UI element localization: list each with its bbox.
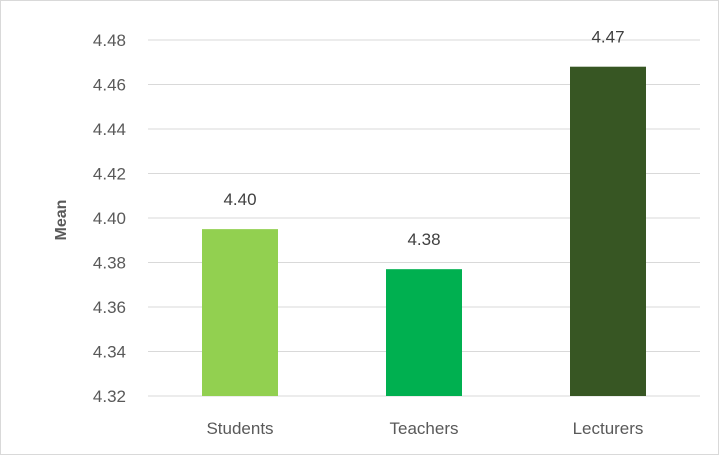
y-tick-label: 4.44 — [93, 120, 126, 139]
y-tick-label: 4.46 — [93, 76, 126, 95]
data-label-teachers: 4.38 — [407, 230, 440, 249]
data-label-lecturers: 4.47 — [591, 28, 624, 47]
bar-teachers — [386, 269, 462, 396]
y-tick-label: 4.32 — [93, 387, 126, 406]
y-tick-label: 4.34 — [93, 343, 126, 362]
x-tick-label: Lecturers — [573, 419, 644, 438]
y-tick-label: 4.40 — [93, 209, 126, 228]
y-tick-label: 4.42 — [93, 165, 126, 184]
y-tick-label: 4.36 — [93, 298, 126, 317]
x-tick-label: Students — [206, 419, 273, 438]
x-tick-label: Teachers — [390, 419, 459, 438]
bar-students — [202, 229, 278, 396]
data-label-students: 4.40 — [223, 190, 256, 209]
y-tick-label: 4.48 — [93, 31, 126, 50]
bar-lecturers — [570, 66, 646, 396]
data-labels: 4.40 4.38 4.47 — [223, 28, 624, 249]
bars — [202, 66, 646, 396]
y-tick-label: 4.38 — [93, 254, 126, 273]
y-axis-tick-labels: 4.32 4.34 4.36 4.38 4.40 4.42 4.44 4.46 4.48 — [93, 31, 126, 406]
y-axis-title: Mean — [53, 200, 70, 241]
x-axis-tick-labels: Students Teachers Lecturers — [206, 419, 643, 438]
